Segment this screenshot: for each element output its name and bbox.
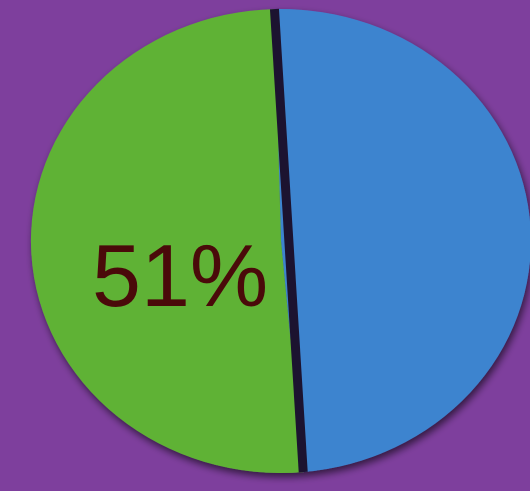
data-label-green-slice: 51% <box>92 226 268 325</box>
slice-separator <box>269 8 308 473</box>
slice-green <box>30 9 304 474</box>
slice-blue <box>274 9 530 473</box>
pie-slices <box>30 9 530 474</box>
